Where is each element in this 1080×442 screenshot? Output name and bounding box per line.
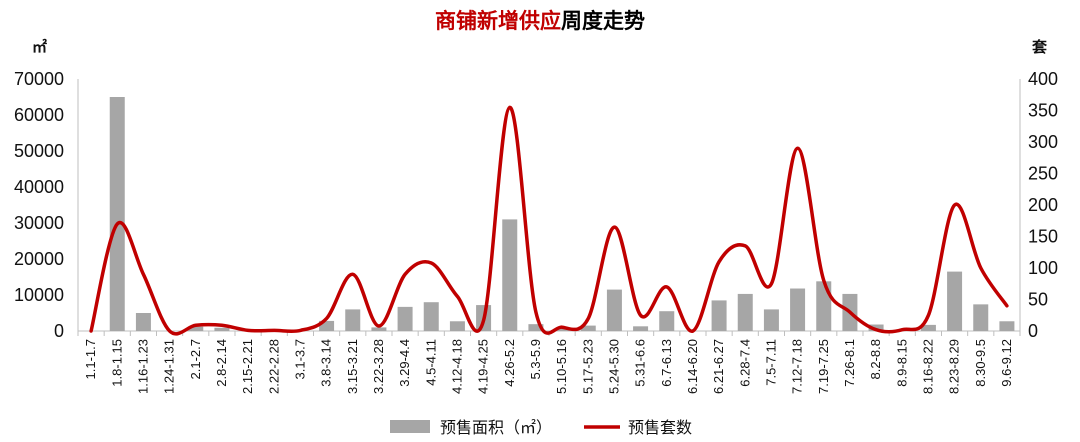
- left-y-tick-label: 20000: [14, 249, 64, 269]
- x-tick-label: 3.8-3.14: [319, 339, 334, 387]
- bar: [868, 324, 884, 331]
- bar: [816, 281, 832, 331]
- right-y-tick-label: 150: [1028, 227, 1058, 247]
- line-series: [89, 105, 1009, 336]
- bar: [947, 271, 963, 331]
- bar: [580, 325, 596, 331]
- bar: [763, 309, 779, 331]
- bar: [449, 321, 465, 331]
- x-tick-label: 1.24-1.31: [162, 339, 177, 394]
- bar: [790, 288, 806, 331]
- x-tick-label: 1.16-1.23: [135, 339, 150, 394]
- x-tick-label: 3.15-3.21: [345, 339, 360, 394]
- left-y-tick-label: 30000: [14, 213, 64, 233]
- x-tick-label: 5.24-5.30: [606, 339, 621, 394]
- x-tick-label: 4.12-4.18: [449, 339, 464, 394]
- bar: [554, 328, 570, 331]
- x-tick-label: 7.26-8.1: [842, 339, 857, 387]
- x-tick-label: 7.19-7.25: [816, 339, 831, 394]
- legend-bar-swatch: [390, 420, 430, 433]
- x-tick-label: 4.5-4.11: [423, 339, 438, 386]
- bar: [999, 321, 1015, 331]
- bar: [188, 326, 204, 331]
- chart-title-rest: 周度走势: [561, 9, 645, 33]
- axes: [77, 79, 1021, 336]
- bar: [606, 289, 622, 331]
- x-tick-label: 3.29-4.4: [397, 339, 412, 387]
- x-tick-label: 1.8-1.15: [109, 339, 124, 387]
- x-tick-label: 5.3-5.9: [528, 339, 543, 379]
- x-tick-label: 6.28-7.4: [737, 339, 752, 387]
- bar: [711, 300, 727, 331]
- chart-title: 商铺新增供应周度走势: [435, 9, 645, 33]
- x-tick-label: 2.15-2.21: [240, 339, 255, 394]
- line-path: [89, 105, 1009, 336]
- left-y-tick-label: 60000: [14, 105, 64, 125]
- bar: [345, 309, 361, 331]
- x-tick-label: 2.1-2.7: [188, 339, 203, 379]
- left-y-tick-label: 10000: [14, 285, 64, 305]
- x-tick-label: 8.30-9.5: [973, 339, 988, 387]
- x-tick-label: 6.21-6.27: [711, 339, 726, 394]
- bar: [502, 219, 518, 331]
- left-axis-unit: ㎡: [32, 38, 47, 56]
- right-axis-unit: 套: [1031, 38, 1048, 56]
- x-tick-label: 8.16-8.22: [920, 339, 935, 394]
- chart-title-highlight: 商铺新增供应: [435, 9, 561, 33]
- right-y-tick-label: 50: [1028, 290, 1048, 310]
- bar: [109, 97, 125, 331]
- bar: [135, 313, 151, 331]
- left-y-tick-label: 50000: [14, 141, 64, 161]
- bar: [397, 306, 413, 331]
- right-y-tick-label: 300: [1028, 132, 1058, 152]
- right-y-ticks: 0 50 100 150 200 250 300 350 400: [1028, 69, 1058, 341]
- x-tick-label: 5.10-5.16: [554, 339, 569, 394]
- x-tick-label: 1.1-1.7: [83, 339, 98, 379]
- x-tick-label: 6.14-6.20: [685, 339, 700, 394]
- right-y-tick-label: 250: [1028, 164, 1058, 184]
- x-tick-label: 8.9-8.15: [894, 339, 909, 387]
- left-y-tick-label: 0: [54, 321, 64, 341]
- legend-line-label: 预售套数: [628, 418, 692, 437]
- right-y-tick-label: 0: [1028, 321, 1038, 341]
- bar: [737, 293, 753, 331]
- legend-bar-label: 预售面积（㎡）: [440, 418, 552, 437]
- x-ticks: 1.1-1.7 1.8-1.15 1.16-1.23 1.24-1.31 2.1-2.7…: [83, 339, 1014, 394]
- bar: [659, 311, 675, 331]
- bar: [214, 327, 230, 331]
- bar: [633, 326, 649, 331]
- right-y-tick-label: 400: [1028, 69, 1058, 89]
- bar: [319, 320, 335, 331]
- left-y-tick-label: 40000: [14, 177, 64, 197]
- x-tick-label: 9.6-9.12: [999, 339, 1014, 387]
- x-tick-label: 2.22-2.28: [266, 339, 281, 394]
- x-tick-label: 4.26-5.2: [502, 339, 517, 387]
- bar-series: [109, 97, 1015, 331]
- x-tick-label: 5.31-6.6: [633, 339, 648, 387]
- x-tick-label: 6.7-6.13: [659, 339, 674, 387]
- bar: [371, 327, 387, 331]
- x-tick-label: 7.12-7.18: [790, 339, 805, 394]
- x-tick-label: 7.5-7.11: [763, 339, 778, 386]
- bar: [528, 324, 544, 331]
- x-tick-label: 5.17-5.23: [580, 339, 595, 394]
- right-y-tick-label: 350: [1028, 101, 1058, 121]
- left-y-ticks: 0 10000 20000 30000 40000 50000 60000 70000: [14, 69, 64, 341]
- right-y-tick-label: 100: [1028, 258, 1058, 278]
- x-tick-label: 8.23-8.29: [947, 339, 962, 394]
- x-tick-label: 8.2-8.8: [868, 339, 883, 379]
- bar: [973, 304, 989, 331]
- legend: 预售面积（㎡） 预售套数: [390, 418, 692, 437]
- bar: [920, 324, 936, 331]
- left-y-tick-label: 70000: [14, 69, 64, 89]
- x-tick-label: 3.22-3.28: [371, 339, 386, 394]
- bar: [423, 302, 439, 331]
- right-y-tick-label: 200: [1028, 195, 1058, 215]
- x-tick-label: 3.1-3.7: [292, 339, 307, 379]
- x-tick-label: 2.8-2.14: [214, 339, 229, 387]
- x-tick-label: 4.19-4.25: [476, 339, 491, 394]
